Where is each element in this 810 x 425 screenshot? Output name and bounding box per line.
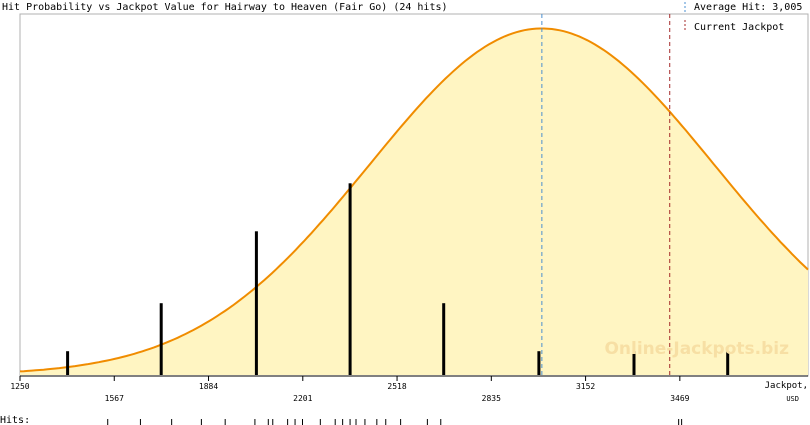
hit-bar xyxy=(442,303,446,375)
hit-bar xyxy=(632,351,636,375)
x-tick-label: 1250 xyxy=(10,382,29,391)
hit-bar xyxy=(348,183,352,375)
watermark: Online-Jackpots.biz xyxy=(604,339,789,359)
x-tick-label: 2518 xyxy=(387,382,406,391)
x-tick-label: 1884 xyxy=(199,382,218,391)
hits-label: Hits: xyxy=(0,415,30,425)
hit-bar xyxy=(66,351,70,375)
x-tick-label: 2835 xyxy=(482,394,501,403)
legend-average-label: Average Hit: 3,005 xyxy=(694,2,802,13)
x-tick-label: 2201 xyxy=(293,394,312,403)
probability-area xyxy=(20,28,808,375)
chart-title: Hit Probability vs Jackpot Value for Hai… xyxy=(2,2,448,13)
hit-bar xyxy=(537,351,541,375)
probability-curve xyxy=(19,27,809,373)
hit-bar xyxy=(254,231,258,375)
hit-bar xyxy=(726,351,730,375)
x-tick-label: 3469 xyxy=(670,394,689,403)
legend-current-label: Current Jackpot xyxy=(694,22,784,33)
x-axis-label: Jackpot, xyxy=(765,381,808,391)
hit-bar xyxy=(159,303,163,375)
x-tick-label: 1567 xyxy=(105,394,124,403)
x-tick-label: 3152 xyxy=(576,382,595,391)
x-axis-unit: USD xyxy=(786,395,799,403)
